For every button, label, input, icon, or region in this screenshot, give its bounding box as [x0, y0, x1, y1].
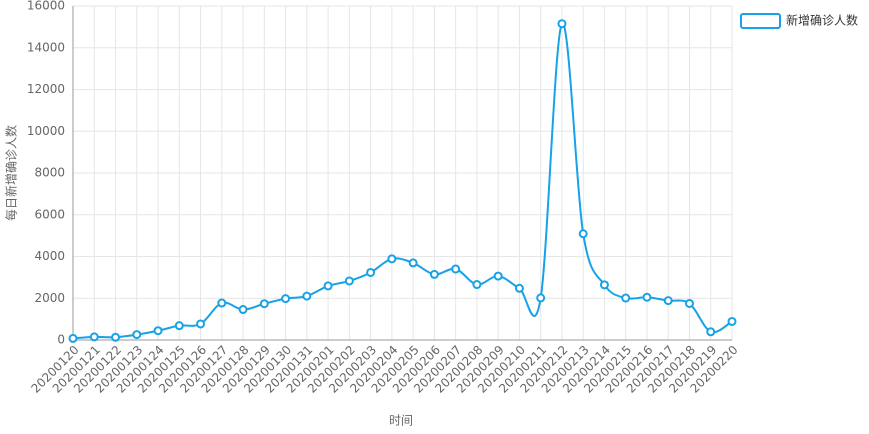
point	[132, 330, 142, 340]
point	[323, 281, 333, 291]
point	[153, 326, 163, 336]
point	[174, 321, 184, 331]
legend-label: 新增确诊人数	[786, 13, 858, 28]
y-tick-label: 8000	[34, 166, 65, 180]
point	[387, 254, 397, 264]
y-tick-label: 10000	[27, 124, 65, 138]
point	[68, 333, 78, 343]
y-tick-label: 0	[57, 333, 65, 347]
y-tick-label: 4000	[34, 249, 65, 263]
point	[621, 293, 631, 303]
point	[408, 258, 418, 268]
point	[642, 292, 652, 302]
y-tick-label: 14000	[27, 40, 65, 54]
y-tick-label: 2000	[34, 291, 65, 305]
point	[493, 271, 503, 281]
point	[259, 299, 269, 309]
point	[344, 276, 354, 286]
y-axis-label: 每日新增确诊人数	[4, 125, 19, 221]
point	[302, 291, 312, 301]
legend-swatch	[740, 13, 781, 29]
point	[514, 283, 524, 293]
point	[366, 267, 376, 277]
point	[663, 296, 673, 306]
point	[557, 19, 567, 29]
point	[727, 316, 737, 326]
point	[599, 280, 609, 290]
point	[196, 319, 206, 329]
y-tick-label: 12000	[27, 82, 65, 96]
point	[89, 332, 99, 342]
point	[451, 264, 461, 274]
line	[72, 22, 733, 340]
point	[281, 294, 291, 304]
point	[217, 298, 227, 308]
x-axis-label: 时间	[389, 414, 413, 428]
point	[578, 229, 588, 239]
point	[706, 327, 716, 337]
y-tick-label: 6000	[34, 207, 65, 221]
y-tick-label: 16000	[27, 0, 65, 13]
point	[472, 280, 482, 290]
point	[684, 298, 694, 308]
point	[429, 269, 439, 279]
point	[111, 332, 121, 342]
point	[536, 293, 546, 303]
point	[238, 305, 248, 315]
